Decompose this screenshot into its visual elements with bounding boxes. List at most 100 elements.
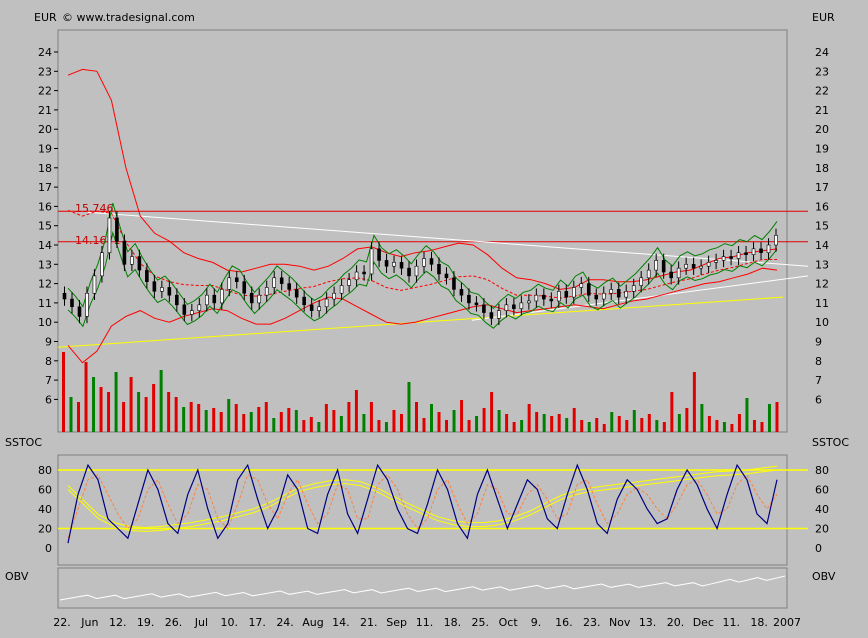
- volume-bar: [647, 414, 651, 432]
- candle-body: [294, 289, 299, 298]
- envelope-upper: [67, 202, 778, 310]
- volume-bar: [272, 418, 276, 432]
- candle-body: [684, 263, 688, 269]
- volume-bar: [399, 414, 403, 432]
- volume-bar: [197, 404, 201, 432]
- candle-body: [504, 304, 509, 311]
- x-tick-label: Dec: [693, 616, 714, 629]
- volume-bar: [324, 404, 328, 432]
- candle-body: [100, 252, 104, 277]
- volume-bar: [219, 412, 223, 432]
- x-tick-label: 11.: [416, 616, 434, 629]
- candle-body: [190, 310, 194, 315]
- candle-body: [152, 281, 157, 292]
- volume-bar: [430, 404, 434, 432]
- price-tick-left: 19: [38, 143, 52, 156]
- volume-bar: [182, 407, 186, 432]
- volume-bar: [617, 416, 621, 432]
- stoch-slow-line: [67, 469, 778, 532]
- volume-bar: [512, 422, 516, 432]
- price-tick-right: 10: [815, 316, 829, 329]
- volume-bar: [227, 399, 231, 432]
- price-tick-right: 23: [815, 65, 829, 78]
- candle-body: [182, 304, 187, 315]
- volume-bar: [317, 422, 321, 432]
- volume-bar: [234, 404, 238, 432]
- x-tick-label: 13.: [639, 616, 657, 629]
- candle-body: [160, 287, 164, 292]
- obv-panel-label-left: OBV: [5, 570, 29, 583]
- candle-body: [549, 298, 554, 302]
- candle-body: [137, 256, 142, 271]
- volume-bar: [535, 412, 539, 432]
- candle-body: [519, 302, 524, 309]
- candle-body: [92, 275, 97, 294]
- currency-label-right: EUR: [812, 11, 835, 24]
- candle-body: [339, 285, 344, 294]
- candle-body: [444, 273, 449, 279]
- volume-bar: [527, 404, 531, 432]
- bollinger-upper: [67, 68, 778, 290]
- candle-body: [557, 291, 561, 302]
- volume-bar: [212, 408, 216, 432]
- price-tick-right: 11: [815, 297, 829, 310]
- candle-body: [377, 248, 381, 261]
- price-tick-left: 23: [38, 65, 52, 78]
- price-tick-right: 24: [815, 46, 829, 59]
- volume-bar: [715, 420, 719, 432]
- volume-bar: [107, 392, 111, 432]
- stoch-tick-right: 80: [815, 464, 829, 477]
- candle-body: [564, 291, 569, 298]
- volume-bar: [99, 387, 103, 432]
- candle-body: [429, 258, 434, 265]
- volume-bar: [467, 420, 471, 432]
- candle-body: [369, 248, 374, 275]
- volume-bar: [737, 414, 741, 432]
- candle-body: [654, 260, 658, 271]
- volume-bar: [204, 410, 208, 432]
- volume-bar: [249, 412, 253, 432]
- price-tick-left: 22: [38, 85, 52, 98]
- candle-body: [452, 277, 456, 290]
- price-tick-right: 21: [815, 104, 829, 117]
- x-tick-label: 22.: [53, 616, 71, 629]
- volume-bar: [279, 412, 283, 432]
- volume-bar: [745, 398, 749, 432]
- volume-bar: [377, 420, 381, 432]
- price-tick-right: 18: [815, 162, 829, 175]
- volume-bar: [580, 420, 584, 432]
- candle-body: [302, 296, 306, 306]
- volume-bar: [730, 424, 734, 432]
- volume-bar: [129, 377, 133, 432]
- volume-bar: [152, 384, 156, 432]
- obv-panel-label-right: OBV: [812, 570, 836, 583]
- x-tick-label: Jun: [80, 616, 98, 629]
- price-tick-right: 14: [815, 239, 829, 252]
- price-tick-left: 6: [45, 393, 52, 406]
- plot-layer: 24 24 23 23 22 22 21 21 20 20 19 19 18 18 17 17 16 16 15 15…: [38, 29, 829, 629]
- candle-body: [691, 263, 696, 269]
- stoch-tick-right: 60: [815, 484, 829, 497]
- price-tick-left: 13: [38, 258, 52, 271]
- candle-body: [766, 244, 771, 254]
- stoch-tick-right: 40: [815, 503, 829, 516]
- candle-body: [167, 287, 172, 296]
- currency-label-left: EUR: [34, 11, 57, 24]
- candle-body: [362, 271, 366, 275]
- candle-body: [384, 260, 389, 267]
- volume-bar: [707, 416, 711, 432]
- volume-bar: [452, 410, 456, 432]
- price-tick-left: 15: [38, 220, 52, 233]
- x-tick-label: 20.: [667, 616, 685, 629]
- stoch-panel-frame: [57, 454, 788, 566]
- candle-body: [489, 312, 494, 319]
- volume-bar: [640, 418, 644, 432]
- stoch-panel-label-left: SSTOC: [5, 436, 42, 449]
- candle-body: [706, 262, 711, 267]
- price-tick-left: 7: [45, 374, 52, 387]
- stoch-k-line: [67, 463, 778, 544]
- candle-body: [115, 217, 119, 242]
- volume-bar: [490, 392, 494, 432]
- candle-body: [145, 269, 149, 282]
